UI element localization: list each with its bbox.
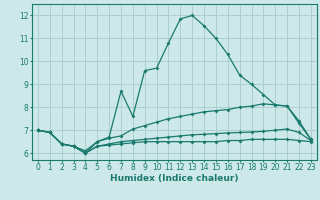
X-axis label: Humidex (Indice chaleur): Humidex (Indice chaleur) [110, 174, 239, 183]
